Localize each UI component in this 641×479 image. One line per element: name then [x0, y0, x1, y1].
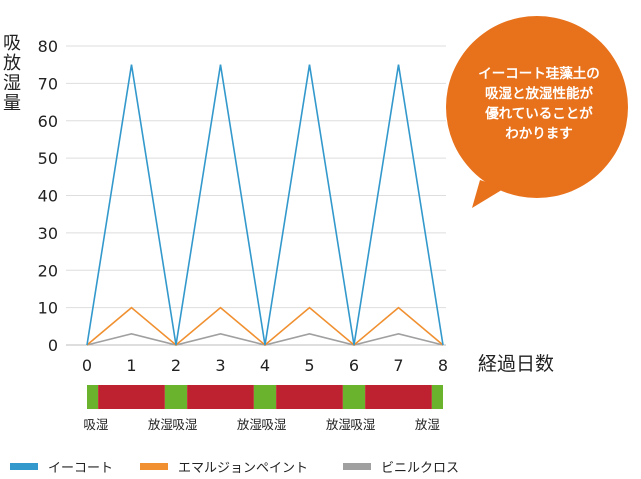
legend: イーコート エマルジョンペイント ビニルクロス: [10, 456, 630, 476]
y-tick-label: 80: [38, 37, 58, 56]
phase-label: 放湿: [326, 417, 351, 432]
legend-swatch: [10, 462, 38, 470]
y-tick-label: 40: [38, 187, 58, 206]
phase-segment-release: [187, 385, 254, 409]
y-axis-label-char: 放: [3, 53, 21, 74]
phase-segment-absorb: [164, 385, 188, 409]
legend-label: ビニルクロス: [381, 460, 460, 476]
y-axis-label-char: 吸: [3, 33, 21, 54]
x-tick-label: 5: [304, 356, 314, 375]
phase-label: 吸湿: [172, 417, 197, 432]
x-axis-label: 経過日数: [478, 353, 554, 375]
grid-lines: [66, 45, 446, 346]
callout-line: 優れていることが: [485, 106, 593, 122]
phase-label: 吸湿: [350, 417, 375, 432]
phase-segment-release: [276, 385, 343, 409]
x-tick-label: 4: [260, 356, 270, 375]
legend-item: イーコート: [10, 456, 113, 476]
legend-swatch: [343, 462, 371, 470]
y-axis-label-char: 湿: [3, 73, 21, 94]
x-tick-label: 0: [82, 356, 92, 375]
phase-label: 放湿: [148, 417, 173, 432]
phase-labels: 吸湿 放湿 吸湿 放湿 吸湿 放湿 吸湿 放湿: [83, 417, 440, 432]
legend-label: イーコート: [48, 460, 114, 476]
y-tick-label: 10: [38, 299, 58, 318]
y-tick-label: 60: [38, 112, 58, 131]
y-tick-label: 0: [48, 336, 58, 355]
phase-label: 吸湿: [261, 417, 286, 432]
legend-item: ビニルクロス: [343, 456, 459, 476]
phase-bar: [87, 385, 443, 409]
phase-label: 放湿: [415, 417, 440, 432]
x-tick-labels: 0 1 2 3 4 5 6 7 8: [82, 356, 448, 375]
callout-circle: [446, 16, 628, 198]
phase-segment-absorb: [342, 385, 366, 409]
y-tick-label: 50: [38, 149, 58, 168]
callout-text: イーコート珪藻土の 吸湿と放湿性能が 優れていることが わかります: [452, 64, 626, 144]
legend-item: エマルジョンペイント: [140, 456, 308, 476]
y-tick-label: 30: [38, 224, 58, 243]
phase-segment-absorb: [431, 385, 443, 409]
phase-segment-absorb: [253, 385, 277, 409]
phase-label: 吸湿: [83, 417, 108, 432]
x-tick-label: 8: [438, 356, 448, 375]
callout-bubble: [446, 16, 628, 208]
series-line: [86, 64, 444, 346]
y-axis-label: 吸放湿量: [0, 34, 24, 114]
phase-segment-release: [365, 385, 432, 409]
phase-label: 放湿: [237, 417, 262, 432]
callout-line: イーコート珪藻土の: [478, 66, 600, 82]
y-tick-label: 20: [38, 261, 58, 280]
phase-segment-absorb: [87, 385, 99, 409]
callout-line: 吸湿と放湿性能が: [485, 86, 593, 102]
legend-label: エマルジョンペイント: [178, 460, 309, 476]
y-tick-label: 70: [38, 74, 58, 93]
x-tick-label: 3: [215, 356, 225, 375]
callout-line: わかります: [505, 126, 573, 142]
x-tick-label: 7: [393, 356, 403, 375]
callout-tail: [472, 180, 505, 208]
series-line: [86, 306, 444, 347]
x-tick-label: 1: [126, 356, 136, 375]
legend-swatch: [140, 462, 168, 470]
y-tick-labels: 0 10 20 30 40 50 60 70 80: [38, 37, 58, 355]
x-tick-label: 2: [171, 356, 181, 375]
phase-segment-release: [98, 385, 165, 409]
y-axis-label-char: 量: [3, 93, 21, 114]
series-lines: [86, 64, 444, 347]
x-tick-label: 6: [349, 356, 359, 375]
